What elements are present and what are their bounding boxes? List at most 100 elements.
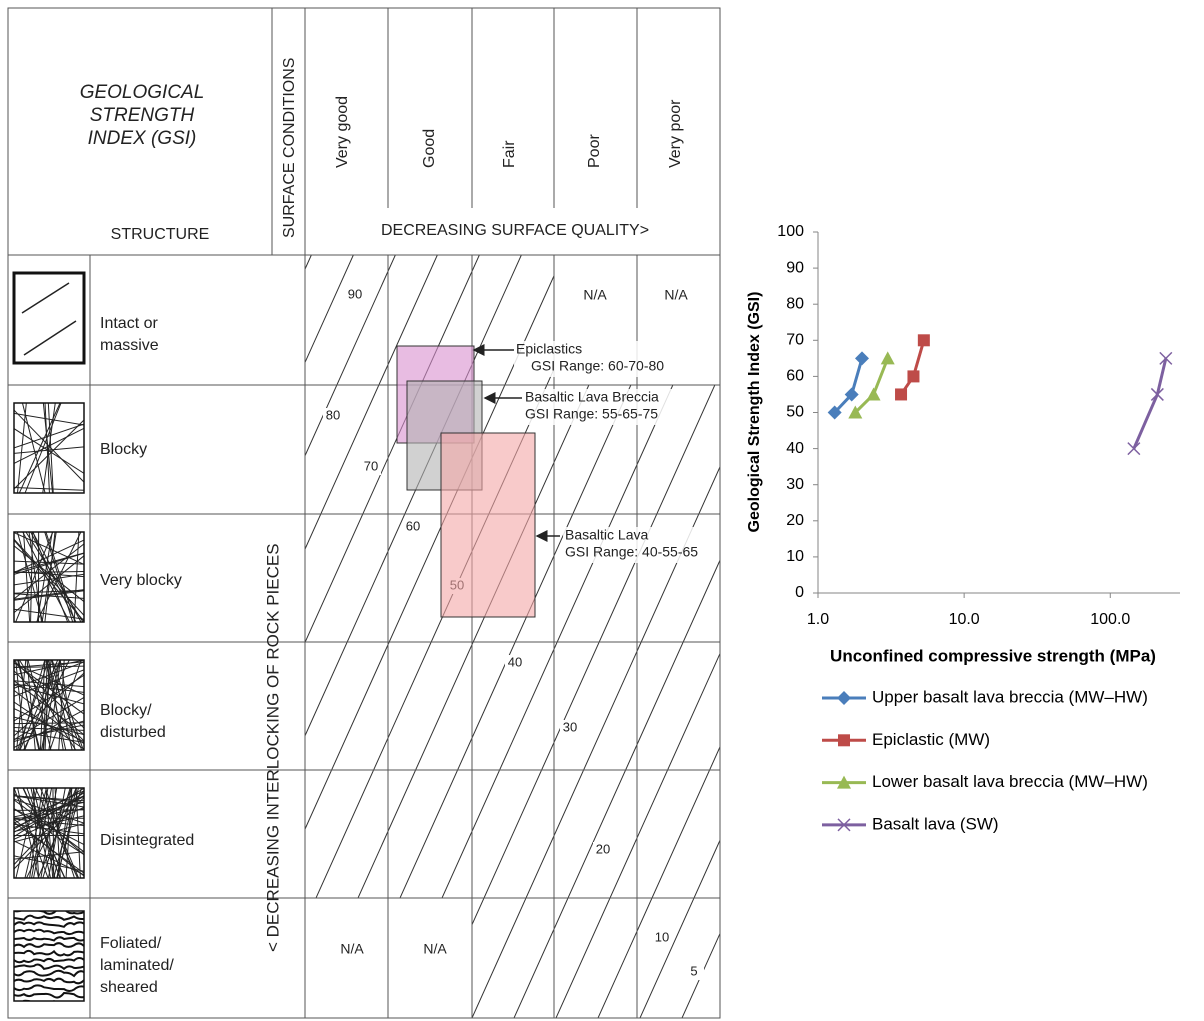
gsi-diagram: GEOLOGICALSTRENGTHINDEX (GSI)STRUCTURESU… — [0, 8, 1067, 1018]
title: STRENGTH — [90, 105, 195, 126]
series-line — [901, 340, 924, 394]
icon-frame — [14, 273, 84, 363]
structure-label: STRUCTURE — [111, 226, 210, 243]
rule — [0, 255, 143, 1018]
interlocking-axis: < DECREASING INTERLOCKING OF ROCK PIECES — [263, 543, 282, 952]
y-tick-label: 80 — [786, 295, 804, 312]
rule — [0, 255, 227, 1018]
y-tick-label: 0 — [795, 584, 804, 601]
contour-label: 60 — [406, 518, 420, 533]
x-tick-label: 10.0 — [949, 611, 980, 628]
contour-label: 20 — [596, 841, 610, 856]
row-label: disturbed — [100, 724, 166, 741]
y-tick-label: 10 — [786, 548, 804, 565]
surface-column: Poor — [586, 134, 603, 168]
surface-column: Fair — [501, 140, 518, 168]
row-label: Blocky — [100, 441, 147, 458]
contour-label: 5 — [690, 963, 697, 978]
y-tick-label: 100 — [777, 223, 804, 240]
rock-icon — [14, 532, 84, 622]
foliation — [14, 965, 84, 969]
foliation — [14, 937, 84, 940]
rule — [682, 255, 1025, 1018]
na-label: N/A — [583, 287, 607, 303]
foliation — [14, 958, 84, 962]
y-tick-label: 40 — [786, 440, 804, 457]
marker — [1128, 443, 1140, 455]
frame — [8, 8, 720, 1018]
legend-marker — [837, 691, 851, 705]
foliation — [14, 916, 84, 920]
zone-name: Epiclastics — [516, 341, 582, 357]
surface-label: SURFACE CONDITIONS — [281, 58, 298, 238]
surface-column: Very poor — [667, 99, 684, 168]
zone-range: GSI Range: 55-65-75 — [525, 406, 658, 422]
zone-name: Basaltic Lava — [565, 527, 648, 543]
na-label: N/A — [664, 287, 688, 303]
na-label: N/A — [340, 941, 364, 957]
contour-label: 40 — [508, 654, 522, 669]
zone — [441, 433, 535, 617]
row-label: sheared — [100, 979, 158, 996]
x-tick-label: 1.0 — [807, 611, 829, 628]
legend-label: Basalt lava (SW) — [872, 814, 999, 833]
x-axis-title: Unconfined compressive strength (MPa) — [830, 646, 1156, 665]
y-axis-title: Geological Strength Index (GSI) — [746, 292, 763, 533]
legend-label: Upper basalt lava breccia (MW–HW) — [872, 687, 1148, 706]
rule — [10, 255, 353, 1018]
foliation — [14, 993, 84, 998]
row-label: Very blocky — [100, 572, 182, 589]
rule — [24, 321, 76, 355]
row-label: Foliated/ — [100, 935, 162, 952]
foliation — [14, 943, 84, 947]
row-label: massive — [100, 337, 159, 354]
surface-axis: DECREASING SURFACE QUALITY> — [381, 222, 649, 239]
rock-icon — [22, 283, 76, 355]
zone-range: GSI Range: 40-55-65 — [565, 544, 698, 560]
contour-label: 10 — [655, 929, 669, 944]
foliation — [14, 922, 84, 926]
rock-icon — [14, 788, 84, 878]
foliation — [14, 971, 84, 976]
figure: GEOLOGICALSTRENGTHINDEX (GSI)STRUCTURESU… — [0, 0, 1204, 1021]
row-label: Blocky/ — [100, 702, 152, 719]
contour-label: 30 — [563, 719, 577, 734]
marker — [867, 387, 881, 400]
y-tick-label: 20 — [786, 512, 804, 529]
y-tick-label: 60 — [786, 368, 804, 385]
y-tick-label: 50 — [786, 404, 804, 421]
contour-label: 70 — [364, 458, 378, 473]
y-tick-label: 30 — [786, 476, 804, 493]
legend-label: Epiclastic (MW) — [872, 730, 990, 749]
rule — [724, 255, 1067, 1018]
y-tick-label: 90 — [786, 259, 804, 276]
marker — [855, 351, 869, 365]
plot-area — [818, 232, 1180, 593]
rule — [0, 255, 185, 1018]
rock-icon — [14, 403, 84, 493]
foliation — [14, 930, 84, 934]
contour-label: 90 — [348, 286, 362, 301]
zone-range: GSI Range: 60-70-80 — [531, 358, 664, 374]
surface-column: Good — [421, 129, 438, 168]
page: GEOLOGICALSTRENGTHINDEX (GSI)STRUCTURESU… — [0, 0, 1204, 1021]
x-tick-label: 100.0 — [1090, 611, 1130, 628]
marker — [918, 334, 930, 346]
marker — [881, 351, 895, 364]
rock-icon — [14, 908, 84, 1004]
marker — [907, 370, 919, 382]
legend-label: Lower basalt lava breccia (MW–HW) — [872, 772, 1148, 791]
series-line — [835, 358, 862, 412]
zone-name: Basaltic Lava Breccia — [525, 389, 659, 405]
title: GEOLOGICAL — [80, 82, 205, 103]
foliation — [14, 951, 84, 956]
rock-icon — [14, 660, 84, 750]
rule — [0, 255, 269, 1018]
contour-label: 80 — [326, 407, 340, 422]
rule — [14, 429, 84, 474]
row-label: laminated/ — [100, 957, 174, 974]
row-label: Disintegrated — [100, 832, 194, 849]
marker — [895, 388, 907, 400]
row-label: Intact or — [100, 315, 158, 332]
rule — [22, 283, 69, 313]
